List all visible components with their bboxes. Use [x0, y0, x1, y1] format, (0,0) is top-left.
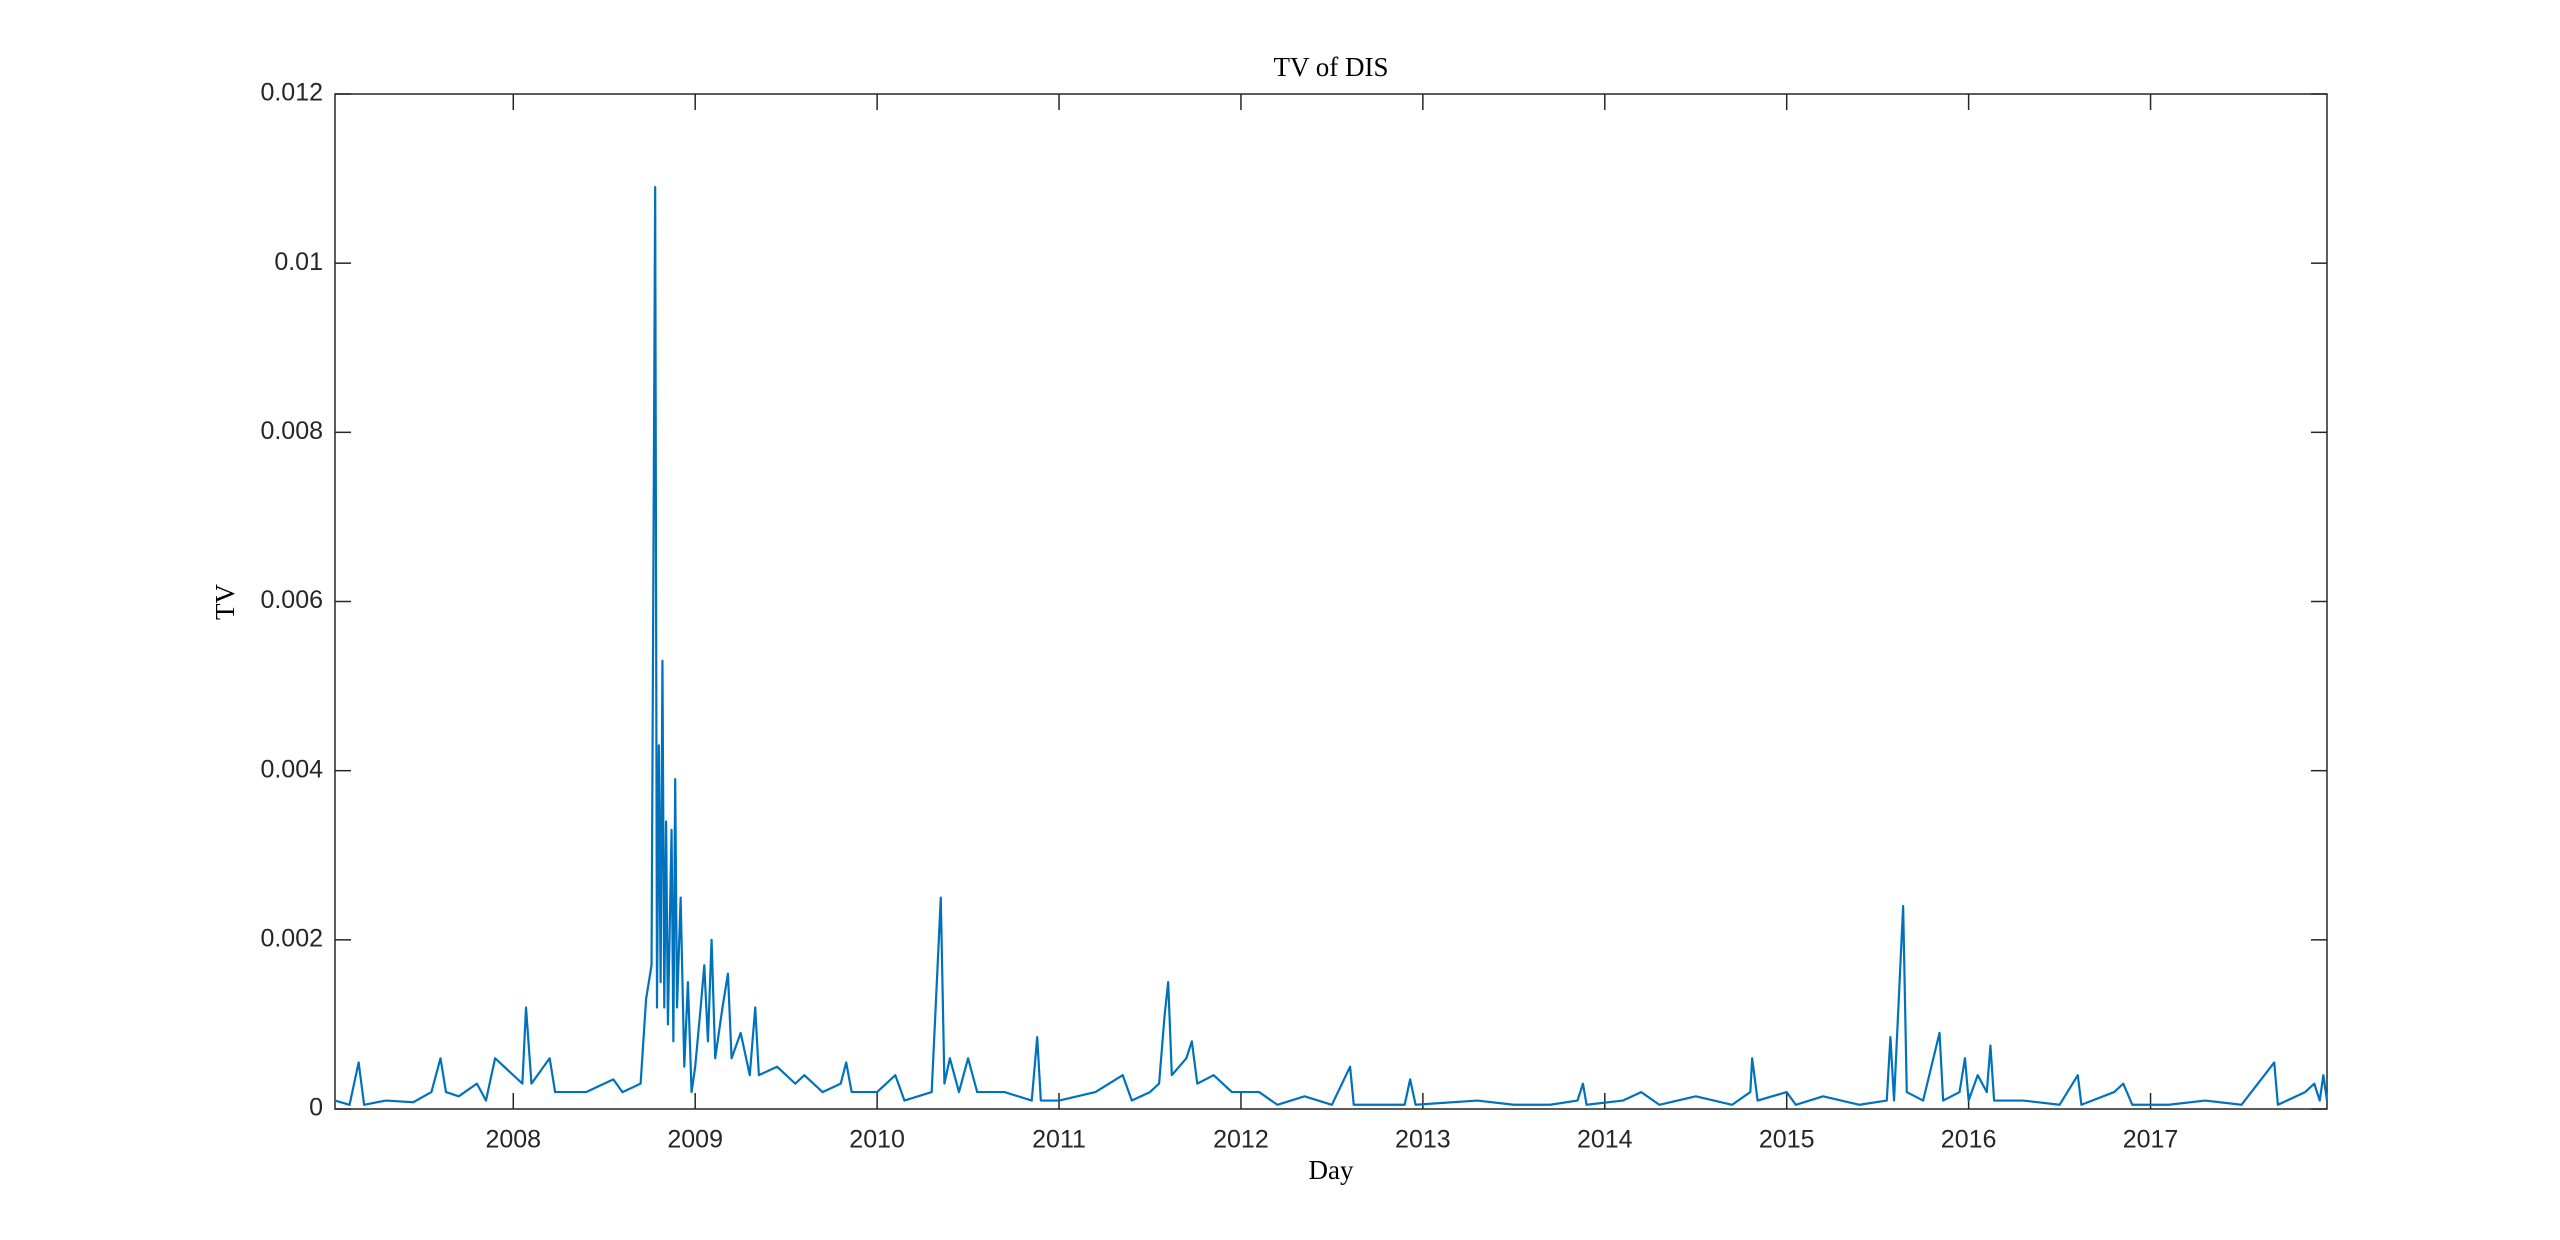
x-tick-label: 2017 — [2123, 1126, 2179, 1154]
x-tick-label: 2011 — [1032, 1126, 1086, 1154]
x-tick-label: 2015 — [1759, 1126, 1815, 1154]
y-tick-label: 0.002 — [260, 924, 323, 952]
x-tick-label: 2013 — [1395, 1126, 1451, 1154]
chart-title: TV of DIS — [1273, 52, 1388, 82]
y-tick-label: 0.012 — [260, 79, 323, 107]
y-tick-label: 0.01 — [274, 248, 323, 276]
series-line — [334, 185, 2329, 1106]
x-tick-label: 2009 — [667, 1126, 723, 1154]
x-tick-label: 2010 — [849, 1126, 905, 1154]
x-tick-label: 2012 — [1213, 1126, 1269, 1154]
x-axis-label: Day — [1309, 1155, 1354, 1185]
x-tick-label: 2016 — [1941, 1126, 1997, 1154]
x-tick-label: 2008 — [485, 1126, 541, 1154]
y-tick-label: 0.006 — [260, 586, 323, 614]
x-tick-label: 2014 — [1577, 1126, 1633, 1154]
y-tick-label: 0 — [309, 1094, 323, 1122]
y-tick-label: 0.008 — [260, 417, 323, 445]
y-tick-label: 0.004 — [260, 755, 323, 783]
y-axis-label: TV — [210, 584, 240, 620]
